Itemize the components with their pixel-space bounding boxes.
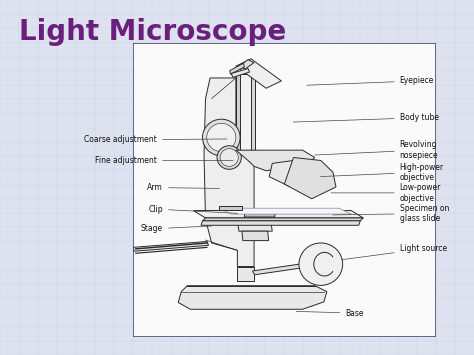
Text: Low-power
objective: Low-power objective	[331, 183, 441, 203]
Text: Coarse adjustment: Coarse adjustment	[84, 135, 227, 144]
Polygon shape	[239, 60, 254, 69]
Polygon shape	[133, 241, 209, 251]
Text: Body tube: Body tube	[293, 113, 438, 122]
Polygon shape	[284, 158, 336, 199]
Polygon shape	[202, 218, 363, 221]
Text: Fine adjustment: Fine adjustment	[95, 156, 233, 165]
Polygon shape	[178, 286, 327, 309]
Polygon shape	[193, 211, 363, 218]
Polygon shape	[253, 264, 301, 275]
Polygon shape	[269, 160, 306, 187]
Polygon shape	[221, 133, 236, 142]
Polygon shape	[236, 73, 239, 150]
Polygon shape	[201, 221, 360, 225]
Polygon shape	[242, 231, 269, 241]
Text: Light Microscope: Light Microscope	[19, 18, 286, 46]
Polygon shape	[219, 206, 242, 210]
Text: Revolving
nosepiece: Revolving nosepiece	[314, 141, 438, 160]
Polygon shape	[204, 78, 254, 267]
Polygon shape	[219, 208, 351, 214]
Polygon shape	[237, 221, 272, 231]
Polygon shape	[236, 73, 254, 150]
Polygon shape	[229, 154, 236, 161]
Polygon shape	[231, 69, 249, 77]
Text: Stage: Stage	[141, 224, 212, 233]
Polygon shape	[251, 73, 255, 150]
Text: Arm: Arm	[147, 183, 219, 192]
Text: Clip: Clip	[148, 204, 237, 214]
Text: Specimen on
glass slide: Specimen on glass slide	[333, 204, 449, 223]
Circle shape	[202, 119, 240, 156]
Polygon shape	[236, 59, 282, 88]
Circle shape	[207, 123, 236, 152]
Polygon shape	[236, 150, 315, 171]
Text: Eyepiece: Eyepiece	[307, 76, 434, 86]
Text: High-power
objective: High-power objective	[320, 163, 444, 182]
Circle shape	[299, 243, 343, 285]
FancyBboxPatch shape	[133, 43, 436, 337]
Polygon shape	[237, 267, 254, 281]
Polygon shape	[230, 63, 245, 74]
Text: Light source: Light source	[342, 244, 447, 260]
Text: Base: Base	[296, 308, 364, 318]
Circle shape	[217, 146, 241, 169]
Polygon shape	[245, 211, 275, 217]
Circle shape	[220, 149, 238, 166]
